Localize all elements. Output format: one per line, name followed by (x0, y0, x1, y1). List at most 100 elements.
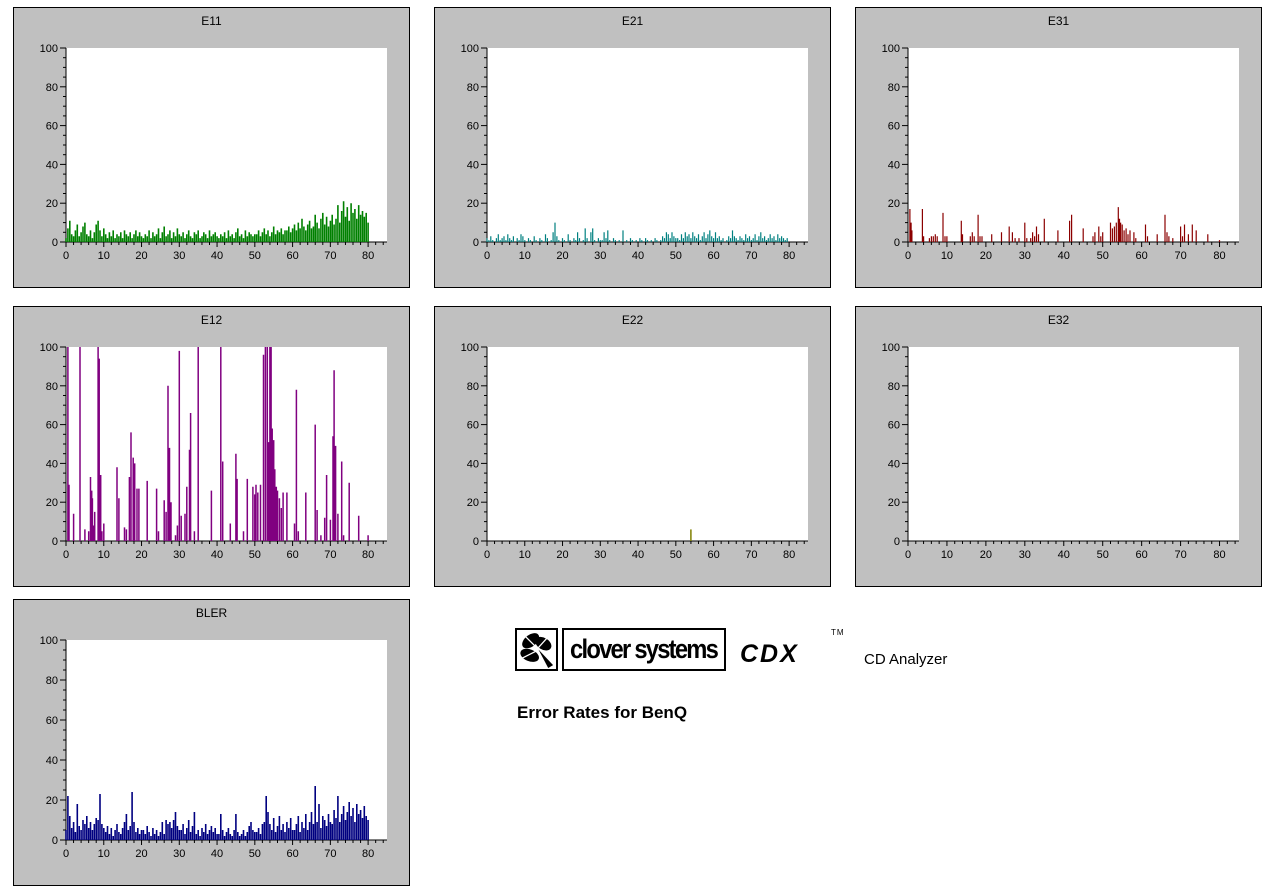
svg-text:40: 40 (888, 159, 900, 171)
svg-text:10: 10 (98, 848, 110, 860)
svg-text:70: 70 (324, 549, 336, 561)
svg-text:80: 80 (1213, 250, 1225, 262)
svg-text:80: 80 (888, 82, 900, 94)
svg-text:0: 0 (63, 549, 69, 561)
svg-text:100: 100 (40, 635, 58, 647)
svg-text:60: 60 (888, 420, 900, 432)
svg-text:0: 0 (473, 237, 479, 249)
svg-text:40: 40 (632, 250, 644, 262)
svg-text:100: 100 (461, 43, 479, 55)
svg-text:60: 60 (707, 549, 719, 561)
svg-text:50: 50 (249, 549, 261, 561)
svg-text:50: 50 (670, 549, 682, 561)
svg-text:60: 60 (467, 121, 479, 133)
svg-text:60: 60 (1136, 250, 1148, 262)
svg-text:80: 80 (783, 250, 795, 262)
chart-panel-e32: 0 20 40 60 80 100 0 10 20 30 40 50 60 70 80 E32 (855, 306, 1262, 587)
svg-text:0: 0 (52, 237, 58, 249)
chart-panel-e12: 0 20 40 60 80 100 0 10 20 30 40 50 60 70 80 E12 (13, 306, 410, 587)
chart-plot-e32: 0 20 40 60 80 100 0 10 20 30 40 50 60 70 80 (882, 342, 1239, 561)
svg-text:80: 80 (783, 549, 795, 561)
product-subtitle: CD Analyzer (864, 651, 948, 668)
product-name-cdx: CDX (740, 640, 799, 668)
svg-text:60: 60 (286, 848, 298, 860)
svg-text:60: 60 (707, 250, 719, 262)
chart-plot-e22: 0 20 40 60 80 100 0 10 20 30 40 50 60 70 80 (461, 342, 808, 561)
svg-text:40: 40 (888, 458, 900, 470)
svg-text:50: 50 (249, 848, 261, 860)
chart-panel-e22: 0 20 40 60 80 100 0 10 20 30 40 50 60 70 80 E22 (434, 306, 831, 587)
svg-text:80: 80 (467, 381, 479, 393)
svg-text:0: 0 (63, 250, 69, 262)
chart-title-e31: E31 (1047, 14, 1070, 28)
svg-text:60: 60 (286, 250, 298, 262)
svg-text:50: 50 (249, 250, 261, 262)
svg-text:100: 100 (882, 43, 900, 55)
clover-systems-wordmark-box: clover systems (562, 628, 726, 671)
svg-text:10: 10 (519, 250, 531, 262)
svg-text:40: 40 (46, 159, 58, 171)
svg-text:20: 20 (135, 848, 147, 860)
svg-text:30: 30 (173, 848, 185, 860)
svg-text:80: 80 (467, 82, 479, 94)
svg-text:0: 0 (52, 536, 58, 548)
svg-text:40: 40 (46, 458, 58, 470)
svg-text:0: 0 (894, 536, 900, 548)
svg-text:0: 0 (473, 536, 479, 548)
svg-text:20: 20 (888, 497, 900, 509)
svg-text:60: 60 (46, 715, 58, 727)
chart-title-e22: E22 (621, 313, 644, 327)
svg-text:0: 0 (63, 848, 69, 860)
svg-text:10: 10 (941, 250, 953, 262)
svg-text:0: 0 (484, 250, 490, 262)
svg-text:20: 20 (135, 250, 147, 262)
svg-text:30: 30 (594, 250, 606, 262)
svg-text:60: 60 (888, 121, 900, 133)
svg-text:40: 40 (211, 549, 223, 561)
chart-plot-e11: 0 20 40 60 80 100 0 10 20 30 40 50 60 70 80 (40, 43, 387, 262)
svg-text:60: 60 (46, 121, 58, 133)
svg-text:40: 40 (632, 549, 644, 561)
svg-text:0: 0 (52, 835, 58, 847)
chart-title-e21: E21 (621, 14, 644, 28)
svg-text:40: 40 (467, 159, 479, 171)
chart-title-e11: E11 (201, 14, 222, 28)
svg-text:60: 60 (286, 549, 298, 561)
svg-text:20: 20 (980, 549, 992, 561)
svg-text:50: 50 (1097, 250, 1109, 262)
svg-text:0: 0 (894, 237, 900, 249)
svg-text:0: 0 (905, 549, 911, 561)
svg-text:70: 70 (1174, 250, 1186, 262)
svg-text:20: 20 (467, 497, 479, 509)
chart-panel-e31: 0 20 40 60 80 100 0 10 20 30 40 50 60 70 80 E31 (855, 7, 1262, 288)
report-heading: Error Rates for BenQ (517, 703, 688, 722)
svg-text:60: 60 (1136, 549, 1148, 561)
svg-text:80: 80 (46, 82, 58, 94)
svg-text:40: 40 (1058, 250, 1070, 262)
chart-plot-bler: 0 20 40 60 80 100 0 10 20 30 40 50 60 70 80 (40, 635, 387, 860)
svg-text:50: 50 (670, 250, 682, 262)
chart-plot-e21: 0 20 40 60 80 100 0 10 20 30 40 50 60 70 80 (461, 43, 808, 262)
chart-panel-e21: 0 20 40 60 80 100 0 10 20 30 40 50 60 70 80 E21 (434, 7, 831, 288)
clover-logo-box (515, 628, 558, 671)
svg-text:30: 30 (594, 549, 606, 561)
svg-text:80: 80 (362, 250, 374, 262)
svg-text:20: 20 (467, 198, 479, 210)
svg-text:70: 70 (745, 549, 757, 561)
chart-panel-e11: 0 20 40 60 80 100 0 10 20 30 40 50 60 70 80 E11 (13, 7, 410, 288)
svg-text:20: 20 (46, 198, 58, 210)
svg-text:80: 80 (362, 848, 374, 860)
svg-text:10: 10 (98, 549, 110, 561)
svg-text:20: 20 (46, 795, 58, 807)
chart-title-bler: BLER (195, 606, 228, 620)
svg-text:80: 80 (362, 549, 374, 561)
chart-title-e32: E32 (1047, 313, 1070, 327)
svg-text:60: 60 (467, 420, 479, 432)
chart-plot-e31: 0 20 40 60 80 100 0 10 20 30 40 50 60 70 80 (882, 43, 1239, 262)
svg-text:20: 20 (556, 549, 568, 561)
svg-text:0: 0 (905, 250, 911, 262)
svg-text:30: 30 (173, 250, 185, 262)
svg-text:10: 10 (519, 549, 531, 561)
svg-text:30: 30 (173, 549, 185, 561)
svg-text:20: 20 (135, 549, 147, 561)
